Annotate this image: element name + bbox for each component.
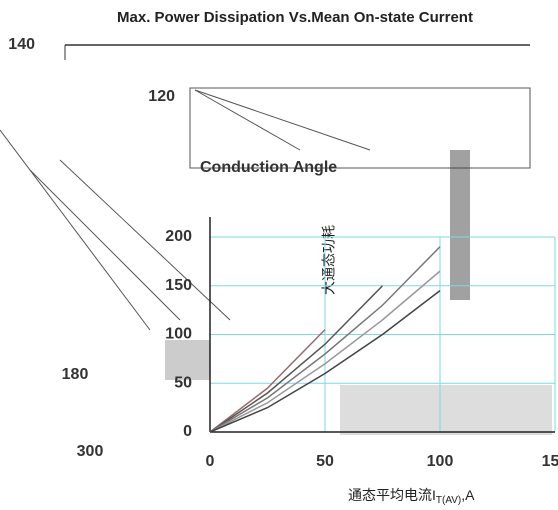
patch bbox=[340, 385, 552, 435]
x-tick-label: 100 bbox=[427, 453, 454, 470]
x-tick-label: 0 bbox=[206, 453, 215, 470]
series-line bbox=[209, 290, 441, 433]
series-line bbox=[209, 246, 441, 433]
y-tick-label: 50 bbox=[174, 374, 192, 391]
annotation: 140 bbox=[8, 36, 35, 53]
x-tick-label: 50 bbox=[316, 453, 334, 470]
decor-line bbox=[29, 169, 181, 321]
annotation: 300 bbox=[77, 443, 104, 460]
patch bbox=[450, 150, 470, 300]
series-line bbox=[209, 329, 326, 433]
annotation: Conduction Angle bbox=[200, 159, 337, 176]
decor-line bbox=[194, 89, 301, 151]
x-label-tail: ,A bbox=[461, 487, 475, 503]
x-tick-label: 150 bbox=[542, 453, 558, 470]
annotation: 180 bbox=[62, 366, 89, 383]
annotation: 120 bbox=[148, 88, 175, 105]
series-line bbox=[209, 270, 441, 433]
x-axis-label: 通态平均电流IT(AV),A bbox=[348, 487, 475, 506]
decor-line bbox=[194, 89, 371, 151]
decor-line bbox=[59, 159, 231, 321]
y-tick-label: 100 bbox=[165, 326, 192, 343]
decor-line bbox=[0, 129, 151, 331]
patch bbox=[165, 340, 210, 380]
x-label-sub: T(AV) bbox=[436, 495, 461, 506]
y-tick-label: 200 bbox=[165, 228, 192, 245]
x-label-main: 通态平均电流I bbox=[348, 487, 436, 503]
y-tick-label: 0 bbox=[183, 423, 192, 440]
series-line bbox=[209, 285, 384, 433]
y-axis-label: 大通态功耗 bbox=[321, 225, 337, 295]
frame-edge bbox=[189, 87, 531, 169]
chart-title: Max. Power Dissipation Vs.Mean On-state … bbox=[117, 9, 473, 26]
y-tick-label: 150 bbox=[165, 277, 192, 294]
